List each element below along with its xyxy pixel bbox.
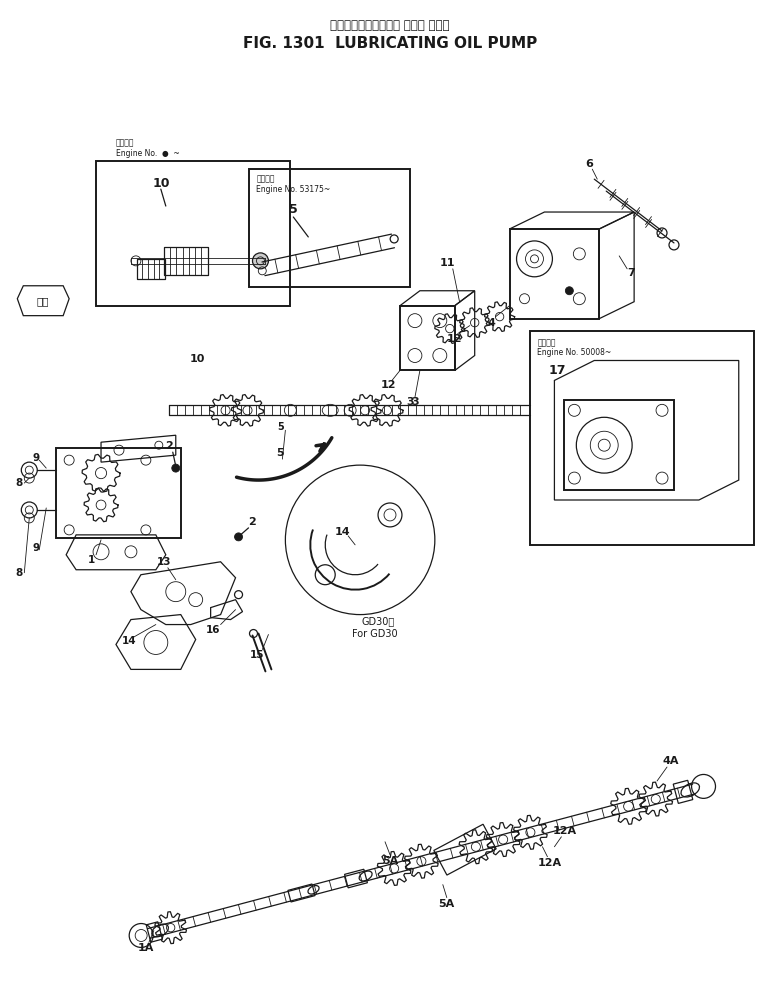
Text: 13: 13 bbox=[157, 556, 171, 566]
Bar bbox=[137, 259, 165, 279]
Text: 5: 5 bbox=[277, 449, 284, 459]
Text: 5A: 5A bbox=[438, 898, 455, 908]
Text: 3: 3 bbox=[411, 398, 419, 408]
Text: 12A: 12A bbox=[552, 826, 576, 836]
Text: 適用番号: 適用番号 bbox=[257, 175, 275, 184]
Text: 8: 8 bbox=[16, 567, 23, 577]
Text: Engine No. 53175~: Engine No. 53175~ bbox=[257, 185, 331, 194]
Text: 9: 9 bbox=[33, 454, 40, 464]
Text: 適用番号: 適用番号 bbox=[537, 338, 556, 347]
Text: 14: 14 bbox=[335, 526, 350, 536]
Bar bbox=[565, 401, 674, 491]
Circle shape bbox=[172, 465, 179, 473]
Text: GD30用: GD30用 bbox=[361, 616, 395, 626]
Text: 4A: 4A bbox=[663, 756, 679, 766]
Text: 12: 12 bbox=[447, 334, 463, 344]
Text: 12A: 12A bbox=[537, 858, 562, 868]
Text: FIG. 1301  LUBRICATING OIL PUMP: FIG. 1301 LUBRICATING OIL PUMP bbox=[243, 36, 537, 51]
Circle shape bbox=[566, 287, 573, 295]
Text: 1: 1 bbox=[87, 554, 94, 564]
Text: 17: 17 bbox=[548, 364, 566, 377]
Text: 前方: 前方 bbox=[37, 296, 49, 306]
Text: Engine No.  ●  ~: Engine No. ● ~ bbox=[116, 149, 179, 158]
Text: 12: 12 bbox=[381, 381, 395, 391]
Circle shape bbox=[253, 253, 268, 269]
Text: 7: 7 bbox=[627, 268, 635, 278]
Bar bbox=[164, 247, 207, 275]
Text: 1A: 1A bbox=[138, 943, 154, 953]
Bar bbox=[530, 331, 753, 544]
Text: 9: 9 bbox=[33, 542, 40, 552]
Text: 5: 5 bbox=[277, 423, 284, 433]
Text: 6: 6 bbox=[585, 159, 594, 169]
Text: ルーブリケーティング オイル ポンプ: ルーブリケーティング オイル ポンプ bbox=[330, 19, 450, 32]
Circle shape bbox=[235, 532, 243, 540]
Text: 適用番号: 適用番号 bbox=[116, 139, 134, 148]
Text: 10: 10 bbox=[152, 177, 169, 190]
Bar bbox=[56, 449, 181, 537]
Text: 5A: 5A bbox=[382, 856, 398, 866]
Text: Engine No. 50008~: Engine No. 50008~ bbox=[537, 348, 612, 357]
Text: 4: 4 bbox=[488, 318, 495, 328]
Text: 3: 3 bbox=[406, 398, 413, 408]
Text: For GD30: For GD30 bbox=[353, 628, 398, 638]
Text: 15: 15 bbox=[250, 650, 264, 660]
Bar bbox=[249, 169, 410, 287]
Bar bbox=[509, 229, 599, 319]
Text: 8: 8 bbox=[16, 479, 23, 489]
Text: 5: 5 bbox=[289, 203, 298, 216]
Bar bbox=[96, 161, 290, 306]
Text: 2: 2 bbox=[249, 516, 257, 526]
Text: 10: 10 bbox=[190, 354, 205, 364]
Text: 11: 11 bbox=[440, 258, 456, 268]
Text: 16: 16 bbox=[205, 624, 220, 634]
Text: 14: 14 bbox=[122, 636, 136, 646]
Text: 2: 2 bbox=[165, 442, 172, 452]
